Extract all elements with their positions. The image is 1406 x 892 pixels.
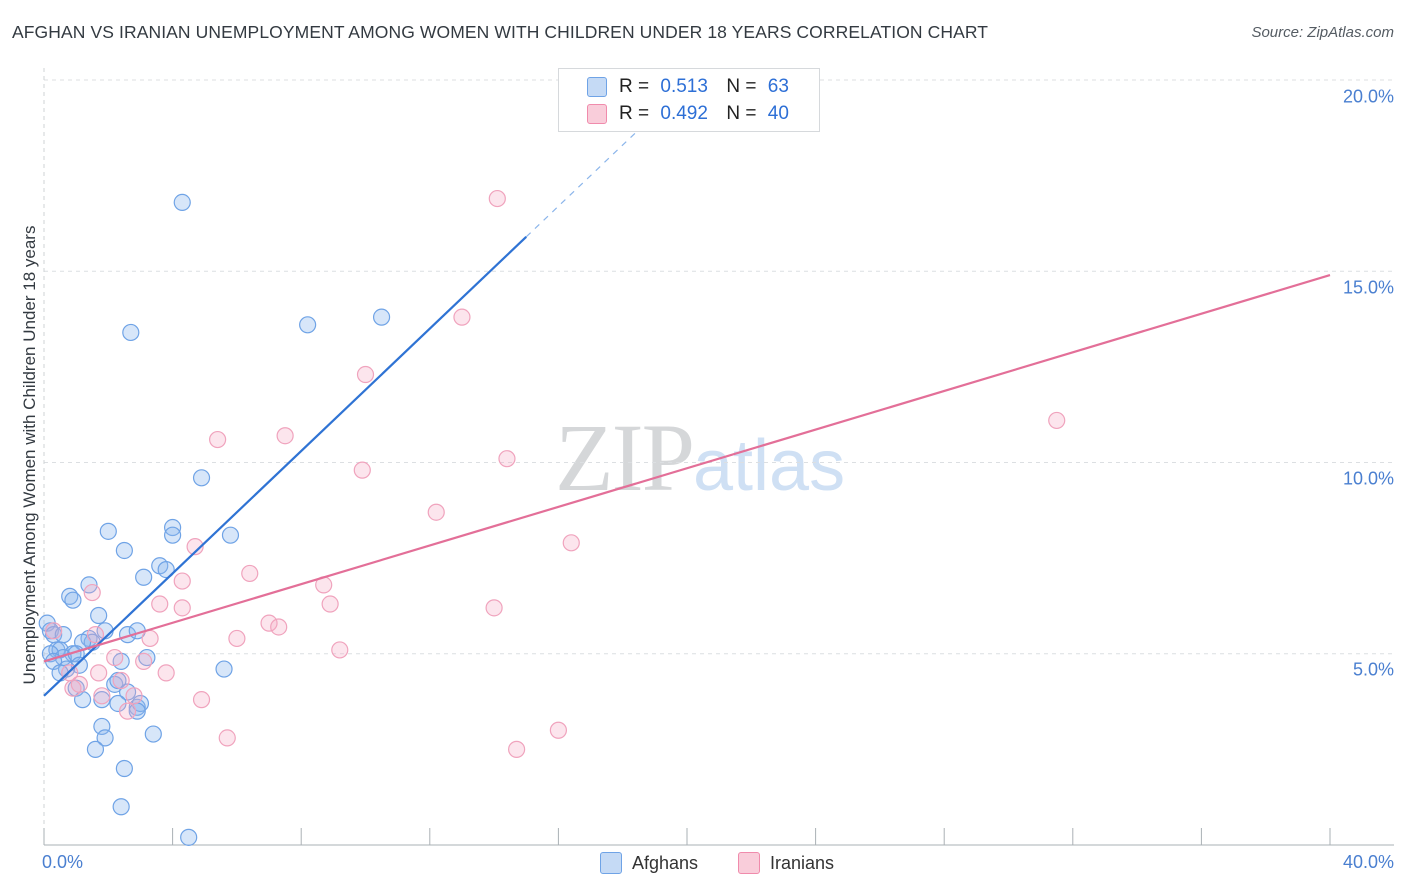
iranians-point xyxy=(112,671,130,690)
afghans-legend-label: Afghans xyxy=(632,852,699,873)
iranians-point xyxy=(276,427,294,445)
iranians-r-value: 0.492 xyxy=(660,103,708,124)
afghans-n-value: 63 xyxy=(767,76,789,97)
iranians-point xyxy=(331,641,349,659)
afghans-point xyxy=(372,308,391,326)
iranians-point xyxy=(270,618,288,636)
afghans-point xyxy=(115,759,133,778)
iranians-point xyxy=(90,664,108,682)
r-label: R = xyxy=(619,103,650,124)
iranians-legend-label: Iranians xyxy=(770,852,835,873)
iranians-point xyxy=(186,538,204,556)
iranians-point xyxy=(356,365,375,384)
stats-legend: R = 0.513 N = 63 R = 0.492 N = 40 xyxy=(558,68,820,132)
afghans-point xyxy=(99,522,117,540)
iranians-point xyxy=(151,595,169,613)
iranians-point xyxy=(83,583,101,602)
iranians-point xyxy=(141,629,159,648)
source-credit[interactable]: Source: ZipAtlas.com xyxy=(1251,24,1394,41)
afghans-point xyxy=(299,316,317,334)
n-label: N = xyxy=(726,76,757,97)
afghans-point xyxy=(115,541,133,560)
iranians-point xyxy=(508,740,526,758)
iranians-point xyxy=(218,729,236,747)
iranians-point xyxy=(45,622,63,640)
bottom-legend-afghans[interactable]: Afghans xyxy=(600,852,698,874)
watermark-zip: ZIP xyxy=(555,404,695,511)
iranians-point xyxy=(135,652,153,671)
iranians-point xyxy=(241,564,259,583)
afghans-point xyxy=(135,568,153,586)
iranians-point xyxy=(93,687,111,705)
iranians-point xyxy=(260,614,278,632)
iranians-point xyxy=(549,721,568,739)
afghans-point xyxy=(173,193,191,211)
afghans-point xyxy=(157,560,175,579)
legend-row-iranians[interactable]: R = 0.492 N = 40 xyxy=(587,101,789,127)
y-tick-20: 20.0% xyxy=(1342,86,1394,107)
afghans-point xyxy=(112,798,130,816)
iranians-legend-swatch xyxy=(738,852,760,874)
watermark: ZIPatlas xyxy=(555,402,845,513)
afghans-point xyxy=(192,469,211,487)
y-tick-10: 10.0% xyxy=(1342,468,1394,489)
iranians-point xyxy=(453,308,471,326)
afghans-point xyxy=(64,591,82,609)
iranians-swatch xyxy=(587,104,607,124)
iranians-trend-line xyxy=(43,274,1331,663)
iranians-point xyxy=(1048,411,1066,430)
iranians-point xyxy=(173,572,191,590)
afghans-swatch xyxy=(587,77,607,97)
iranians-point xyxy=(118,702,137,720)
iranians-point xyxy=(125,687,143,705)
iranians-point xyxy=(228,629,246,648)
x-tick-min: 0.0% xyxy=(42,852,84,872)
afghans-point xyxy=(93,691,111,709)
chart-title: AFGHAN VS IRANIAN UNEMPLOYMENT AMONG WOM… xyxy=(12,22,989,42)
afghans-r-value: 0.513 xyxy=(660,76,708,97)
iranians-point xyxy=(485,599,503,617)
afghans-point xyxy=(215,660,233,678)
iranians-point xyxy=(173,599,191,617)
afghans-point xyxy=(180,828,198,846)
iranians-n-value: 40 xyxy=(767,103,789,124)
iranians-point xyxy=(321,595,339,613)
iranians-point xyxy=(70,675,88,693)
iranians-point xyxy=(86,626,105,644)
y-tick-5: 5.0% xyxy=(1352,659,1394,680)
iranians-point xyxy=(157,664,175,682)
afghans-point xyxy=(96,729,114,747)
afghans-trend-extension xyxy=(525,113,656,238)
iranians-point xyxy=(192,691,211,709)
iranians-point xyxy=(209,430,227,449)
bottom-legend-iranians[interactable]: Iranians xyxy=(738,852,834,874)
x-tick-max: 40.0% xyxy=(1342,852,1394,872)
watermark-atlas: atlas xyxy=(693,426,846,506)
afghans-legend-swatch xyxy=(600,852,622,874)
legend-row-afghans[interactable]: R = 0.513 N = 63 xyxy=(587,74,789,100)
iranians-point xyxy=(106,648,124,667)
n-label: N = xyxy=(726,103,757,124)
iranians-point xyxy=(488,189,506,208)
r-label: R = xyxy=(619,76,650,97)
iranians-point xyxy=(498,450,516,468)
y-tick-15: 15.0% xyxy=(1342,277,1394,298)
afghans-trend-line xyxy=(43,236,528,697)
afghans-point xyxy=(144,725,162,743)
afghans-point xyxy=(122,323,140,342)
iranians-point xyxy=(562,534,580,552)
iranians-point xyxy=(353,461,371,479)
iranians-point xyxy=(427,503,445,521)
afghans-point xyxy=(86,740,105,758)
afghans-point xyxy=(90,606,108,625)
afghans-point xyxy=(164,526,182,544)
y-axis-label: Unemployment Among Women with Children U… xyxy=(20,225,39,685)
afghans-point xyxy=(221,526,240,544)
